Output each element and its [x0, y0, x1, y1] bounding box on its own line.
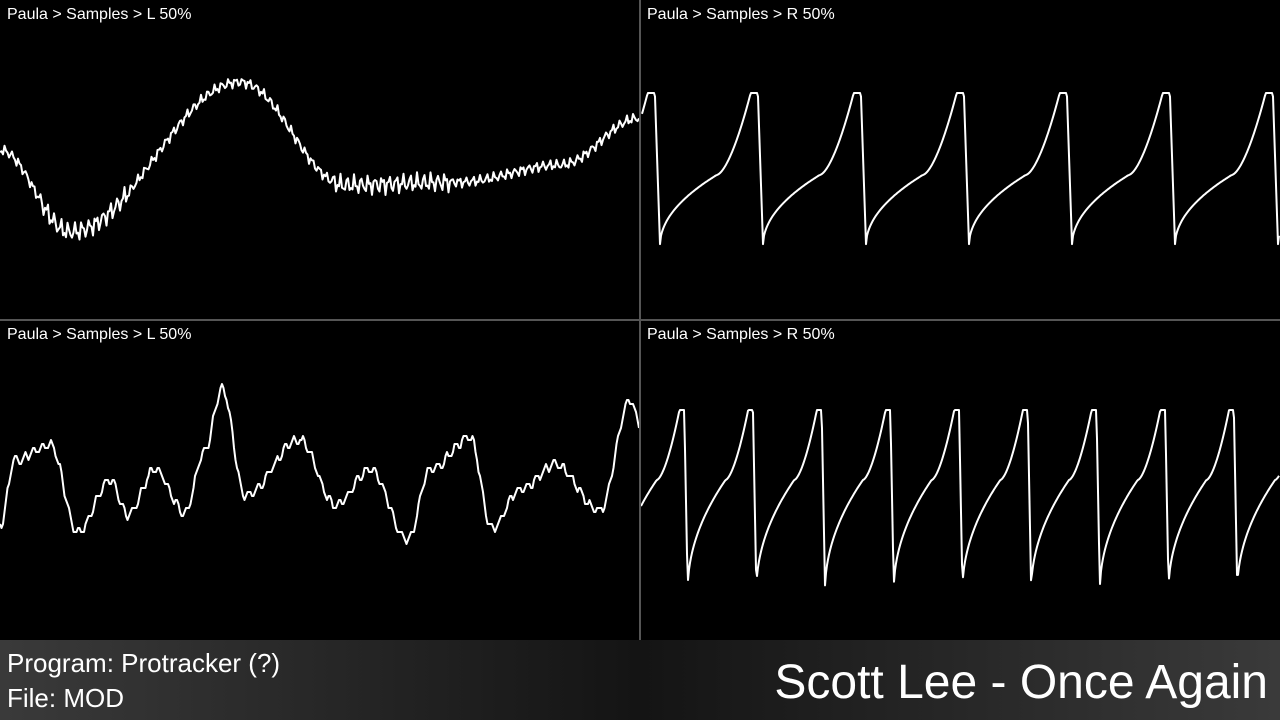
- program-info: Program: Protracker (?): [7, 648, 280, 678]
- song-title: Scott Lee - Once Again: [774, 656, 1268, 709]
- waveform: [0, 383, 640, 545]
- channel-label: Paula > Samples > R 50%: [647, 326, 835, 343]
- channel-label: Paula > Samples > R 50%: [647, 6, 835, 23]
- waveform: [640, 409, 1280, 587]
- waveform: [641, 92, 1280, 246]
- channel-label: Paula > Samples > L 50%: [7, 326, 191, 343]
- footer-bar: [0, 640, 1280, 720]
- waveforms: [0, 78, 1280, 587]
- file-info: File: MOD: [7, 683, 124, 713]
- waveform: [0, 78, 640, 241]
- channel-label: Paula > Samples > L 50%: [7, 6, 191, 23]
